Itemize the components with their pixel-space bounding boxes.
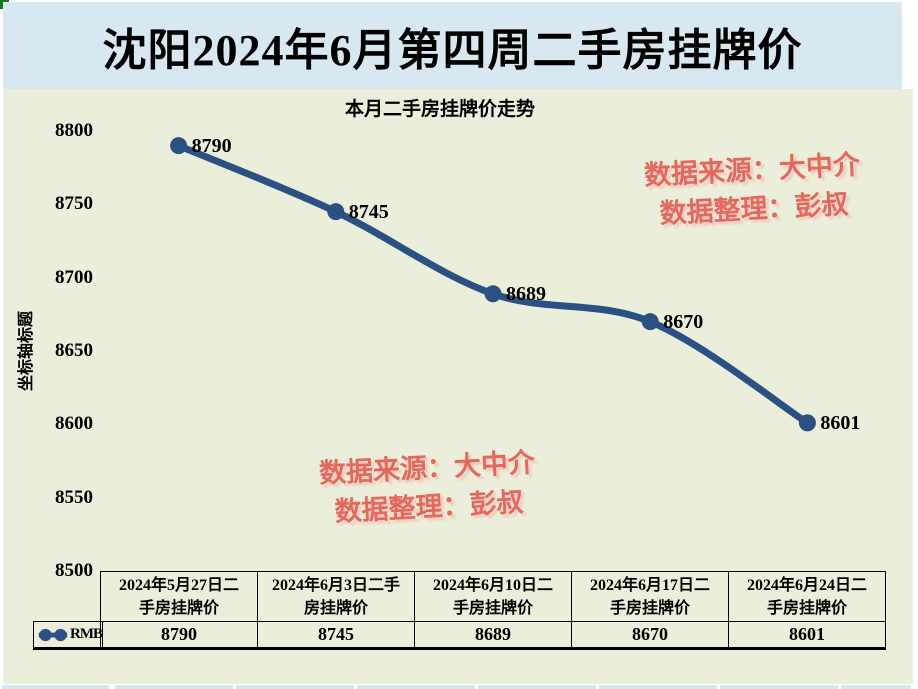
chart-title: 本月二手房挂牌价走势	[344, 99, 535, 120]
y-axis-tick-label: 8750	[55, 193, 93, 215]
main-title-band[interactable]: 沈阳2024年6月第四周二手房挂牌价	[3, 2, 902, 89]
page-title: 沈阳2024年6月第四周二手房挂牌价	[102, 25, 803, 75]
sheet-row-cell	[720, 685, 838, 689]
data-point-label: 8790	[191, 134, 232, 157]
legend-line-marker-icon	[38, 628, 68, 641]
sheet-row-cell	[236, 685, 354, 689]
table-header-cell: 2024年6月3日二手 房挂牌价	[257, 571, 415, 622]
table-header-cell: 2024年6月24日二 手房挂牌价	[728, 571, 886, 622]
chart-data-table: 2024年5月27日二 手房挂牌价 2024年6月3日二手 房挂牌价 2024年6月10…	[100, 571, 886, 650]
legend-cell: RMB	[33, 621, 103, 650]
data-point-marker	[170, 137, 188, 155]
table-value-cell: 8689	[414, 621, 572, 650]
watermark-bottom: 数据来源：大中介 数据整理：彭叔	[281, 441, 575, 534]
table-header-cell: 2024年5月27日二 手房挂牌价	[100, 571, 258, 622]
table-value-cell: 8790	[100, 621, 258, 650]
sheet-row-cell	[841, 685, 911, 689]
data-point-marker	[641, 313, 659, 331]
sheet-row-cell	[115, 685, 233, 689]
y-axis-tick-label: 8800	[55, 120, 93, 141]
y-axis-tick-label: 8700	[55, 266, 93, 288]
data-point-marker	[484, 285, 502, 303]
table-header-cell: 2024年6月10日二 手房挂牌价	[414, 571, 572, 622]
table-header-row: 2024年5月27日二 手房挂牌价 2024年6月3日二手 房挂牌价 2024年6月10…	[100, 571, 886, 622]
data-point-marker	[798, 414, 816, 432]
y-axis-tick-label: 8550	[55, 486, 93, 508]
sheet-row-cell	[599, 685, 717, 689]
y-axis-tick-label: 8500	[55, 560, 93, 581]
y-axis-tick-label: 8600	[55, 413, 93, 435]
sheet-row-cell	[357, 685, 475, 689]
table-value-cell: 8670	[571, 621, 729, 650]
data-point-label: 8689	[506, 282, 546, 305]
data-point-label: 8745	[348, 200, 389, 223]
chart-area[interactable]: 本月二手房挂牌价走势 坐标轴标题 数据来源：大中介 数据整理：彭叔 数据来源：大…	[3, 89, 913, 684]
legend-series-label: RMB	[70, 626, 103, 642]
sheet-row-cell	[2, 685, 109, 689]
table-value-row: 8790 8745 8689 8670 8601	[100, 621, 886, 650]
table-value-cell: 8601	[728, 621, 886, 650]
data-point-label: 8670	[663, 310, 704, 333]
y-axis-tick-label: 8650	[55, 340, 93, 361]
next-sheet-row-strip	[0, 684, 918, 689]
sheet-row-cell	[478, 685, 596, 689]
table-value-cell: 8745	[257, 621, 415, 650]
watermark-top-right: 数据来源：大中介 数据整理：彭叔	[586, 142, 918, 237]
data-point-marker	[327, 203, 345, 221]
data-point-label: 8601	[820, 411, 861, 434]
table-header-cell: 2024年6月17日二 手房挂牌价	[571, 571, 729, 622]
